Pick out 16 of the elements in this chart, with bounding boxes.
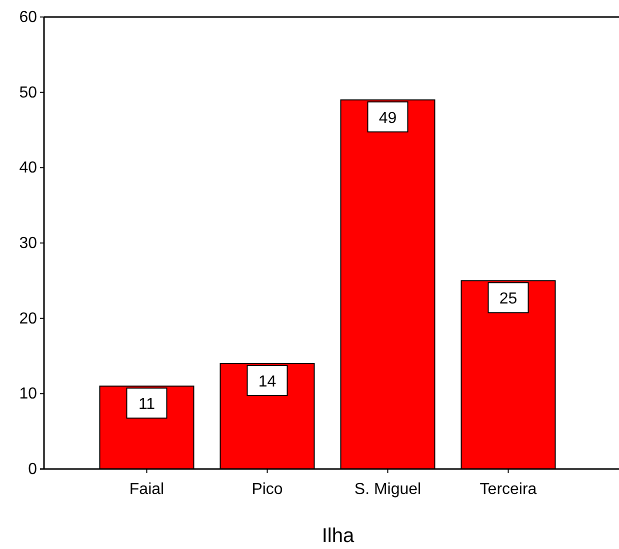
x-tick-label: Faial [129, 481, 164, 498]
y-tick-label: 30 [19, 235, 38, 252]
y-tick-label: 60 [19, 9, 38, 26]
data-label: 11 [138, 396, 156, 414]
data-label: 49 [378, 110, 397, 127]
x-tick-label: S. Miguel [354, 481, 422, 498]
y-tick-label: 20 [19, 310, 38, 328]
y-tick-label: 40 [19, 160, 38, 177]
y-tick-label: 0 [28, 461, 38, 478]
y-tick-label: 50 [19, 84, 38, 102]
x-tick-label: Terceira [480, 481, 537, 498]
data-label: 14 [258, 374, 276, 391]
y-tick-label: 10 [19, 386, 38, 403]
x-axis-title: Ilha [322, 525, 355, 547]
x-tick-label: Pico [252, 481, 283, 498]
data-label: 25 [499, 290, 518, 308]
